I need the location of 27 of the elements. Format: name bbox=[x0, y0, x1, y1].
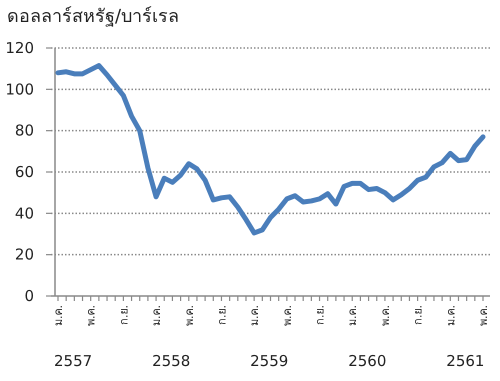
y-tick-label: 60 bbox=[14, 163, 34, 181]
text: 2561 bbox=[446, 352, 484, 370]
x-tick-label: ก.ย. bbox=[117, 305, 130, 325]
x-tick-label: ม.ค. bbox=[248, 305, 262, 326]
x-tick-label: พ.ค. bbox=[477, 305, 490, 326]
text: 2559 bbox=[250, 352, 288, 370]
y-tick-label: 100 bbox=[5, 80, 34, 98]
x-tick-label: ม.ค. bbox=[150, 305, 164, 326]
y-tick-label: 0 bbox=[24, 287, 34, 305]
x-tick-label: ก.ย. bbox=[412, 305, 425, 325]
y-axis-title: ดอลลาร์สหรัฐ/บาร์เรล bbox=[7, 6, 180, 27]
y-tick-label: 80 bbox=[14, 122, 34, 140]
x-tick-label: ม.ค. bbox=[346, 305, 360, 326]
x-tick-label: พ.ค. bbox=[182, 305, 196, 326]
y-tick-label: 20 bbox=[14, 246, 34, 264]
x-tick-label: ก.ย. bbox=[215, 305, 228, 325]
x-tick-label: ม.ค. bbox=[444, 305, 458, 326]
x-tick-label: พ.ค. bbox=[84, 305, 98, 326]
x-tick-label: ม.ค. bbox=[52, 305, 65, 326]
y-tick-label: 120 bbox=[5, 39, 34, 57]
text: 2558 bbox=[152, 352, 190, 370]
x-tick-label: ก.ย. bbox=[314, 305, 327, 325]
text: 2557 bbox=[54, 352, 92, 370]
y-tick-label: 40 bbox=[14, 204, 34, 222]
x-tick-label: พ.ค. bbox=[280, 305, 294, 326]
x-tick-label: พ.ค. bbox=[378, 305, 392, 326]
text: 2560 bbox=[348, 352, 386, 370]
